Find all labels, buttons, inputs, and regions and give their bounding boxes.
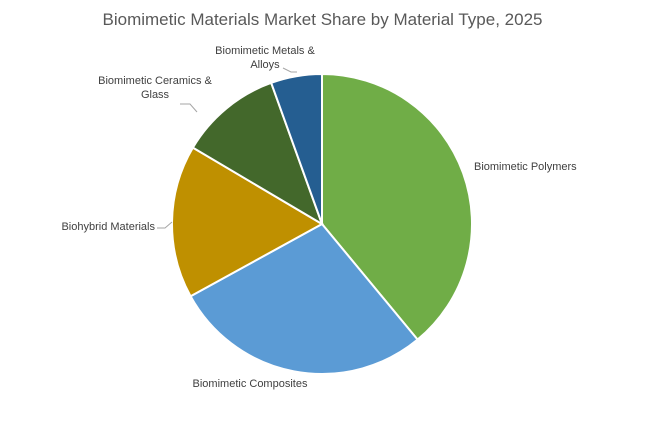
slice-label: Biomimetic Ceramics & Glass (98, 75, 212, 101)
pie-slice (171, 146, 325, 298)
leader-line (282, 67, 297, 73)
leader-line (180, 103, 198, 113)
pie-slice (191, 81, 324, 227)
slice-label: Biohybrid Materials (61, 221, 155, 233)
slice-label: Biomimetic Metals & Alloys (215, 45, 315, 71)
pie-slice (189, 222, 420, 375)
leader-line (157, 221, 173, 229)
slice-label: Biomimetic Composites (192, 378, 308, 390)
pie-slice (321, 72, 473, 341)
slice-label: Biomimetic Polymers (474, 161, 577, 173)
chart-title: Biomimetic Materials Market Share by Mat… (102, 10, 543, 29)
pie-slice (269, 72, 323, 225)
